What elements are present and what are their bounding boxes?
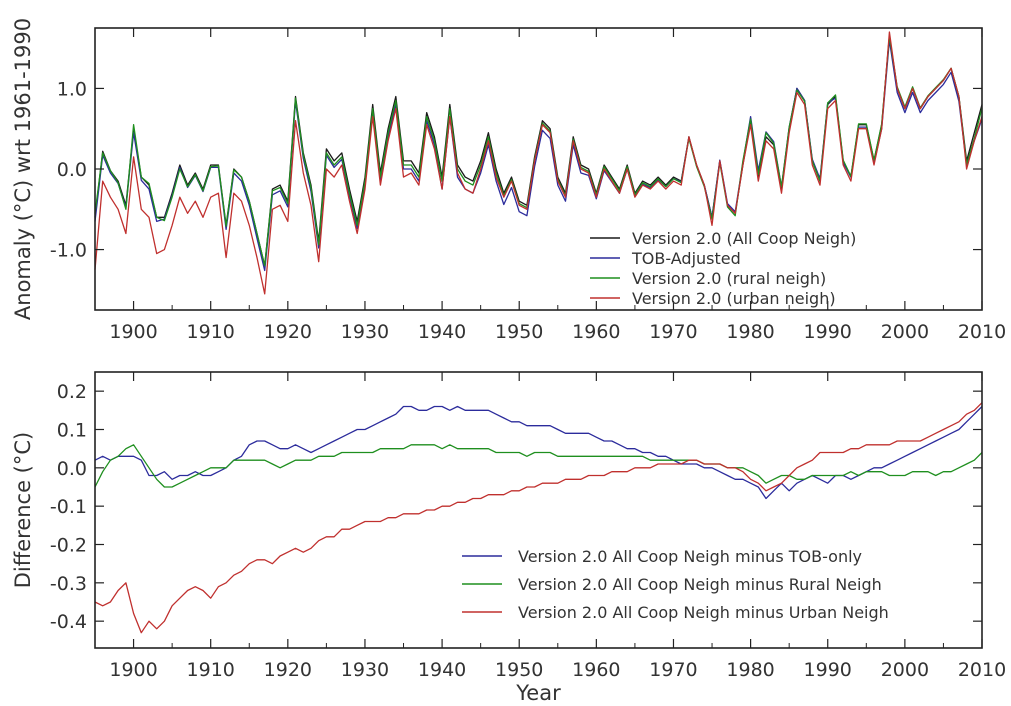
y-tick-label: 0.0: [57, 159, 87, 181]
x-tick-label: 1960: [572, 659, 620, 681]
x-tick-label: 1980: [726, 659, 774, 681]
x-tick-label: 2000: [881, 659, 929, 681]
x-tick-label: 2000: [881, 321, 929, 343]
x-tick-label: 2010: [958, 659, 1006, 681]
x-tick-label: 1960: [572, 321, 620, 343]
legend: Version 2.0 All Coop Neigh minus TOB-onl…: [462, 547, 889, 622]
y-tick-label: -0.1: [50, 496, 87, 518]
x-tick-label: 1920: [264, 321, 312, 343]
x-tick-label: 1920: [264, 659, 312, 681]
plot-frame: [94, 371, 983, 649]
x-tick-label: 1940: [418, 321, 466, 343]
x-tick-label: 1940: [418, 659, 466, 681]
x-tick-label: 1900: [109, 659, 157, 681]
x-tick-label: 1910: [187, 659, 235, 681]
y-axis-label: Difference (°C): [11, 432, 35, 589]
plot-frame: [94, 27, 983, 311]
x-tick-label: 1900: [109, 321, 157, 343]
series-line-2: [94, 444, 983, 488]
y-tick-label: -0.4: [50, 611, 87, 633]
x-tick-label: 1950: [495, 659, 543, 681]
y-tick-label: 0.0: [57, 458, 87, 480]
series-line-4: [94, 31, 983, 295]
chart-panel-2: 1900 1910 1920 1930 1940 1950 1960 1970 1980 1990…: [11, 371, 1006, 705]
series-line-1: [94, 405, 983, 500]
x-tick-label: 1980: [726, 321, 774, 343]
x-tick-label: 1950: [495, 321, 543, 343]
legend-label: TOB-Adjusted: [631, 249, 741, 268]
x-tick-label: 1930: [341, 659, 389, 681]
y-tick-label: -0.3: [50, 573, 87, 595]
x-tick-label: 1910: [187, 321, 235, 343]
series-line-3: [94, 402, 983, 634]
y-tick-label: -0.2: [50, 535, 87, 557]
legend: Version 2.0 (All Coop Neigh)TOB-Adjusted…: [590, 229, 856, 308]
legend-label: Version 2.0 (rural neigh): [632, 269, 826, 288]
x-tick-label: 1990: [804, 321, 852, 343]
x-tick-label: 1970: [649, 659, 697, 681]
chart-panel-1: 1900 1910 1920 1930 1940 1950 1960 1970 1980 1990…: [11, 18, 1006, 343]
x-tick-label: 1970: [649, 321, 697, 343]
x-tick-label: 1990: [804, 659, 852, 681]
legend-label: Version 2.0 All Coop Neigh minus Rural N…: [518, 575, 882, 594]
y-tick-label: -1.0: [50, 240, 87, 262]
y-tick-label: 0.1: [57, 420, 87, 442]
legend-label: Version 2.0 (All Coop Neigh): [632, 229, 856, 248]
y-tick-label: 0.2: [57, 381, 87, 403]
legend-label: Version 2.0 All Coop Neigh minus Urban N…: [518, 603, 889, 622]
legend-label: Version 2.0 (urban neigh): [632, 289, 836, 308]
x-tick-label: 2010: [958, 321, 1006, 343]
x-axis-label: Year: [515, 681, 561, 705]
series-line-2: [94, 39, 983, 272]
x-tick-label: 1930: [341, 321, 389, 343]
y-tick-label: 1.0: [57, 78, 87, 100]
legend-label: Version 2.0 All Coop Neigh minus TOB-onl…: [518, 547, 862, 566]
y-axis-label: Anomaly (°C) wrt 1961-1990: [11, 18, 35, 320]
